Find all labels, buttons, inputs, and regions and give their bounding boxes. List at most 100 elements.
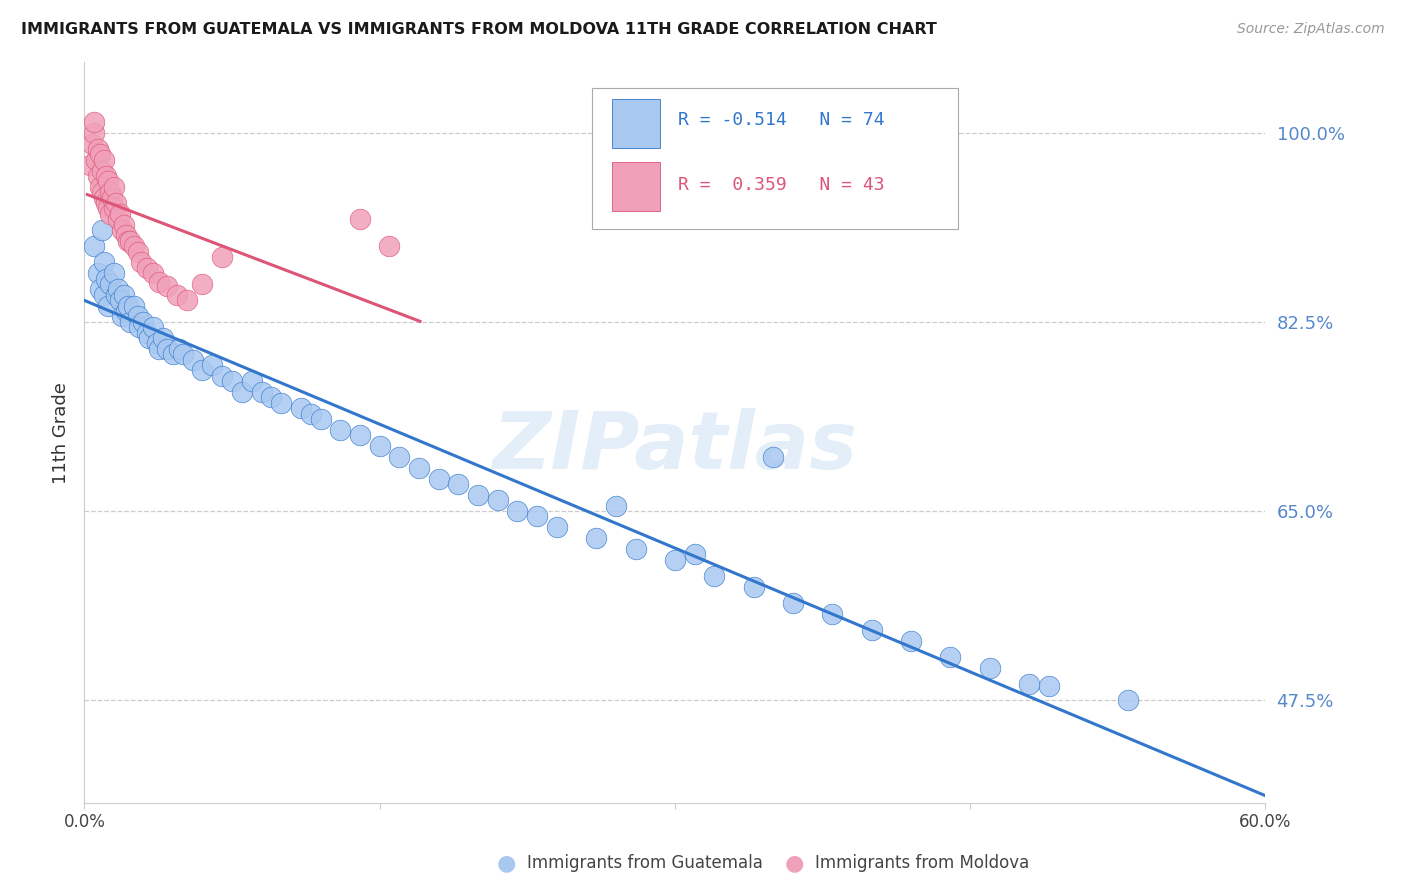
Point — [166, 288, 188, 302]
Point — [98, 207, 121, 221]
Point — [97, 202, 120, 216]
Point — [93, 255, 115, 269]
Point — [191, 363, 214, 377]
Point — [299, 407, 322, 421]
Point — [467, 488, 489, 502]
Point — [388, 450, 411, 464]
Point — [91, 185, 114, 199]
Point — [211, 368, 233, 383]
Point — [1018, 677, 1040, 691]
Point — [167, 342, 190, 356]
Point — [108, 293, 131, 308]
Text: R = -0.514   N = 74: R = -0.514 N = 74 — [679, 112, 884, 129]
Text: Source: ZipAtlas.com: Source: ZipAtlas.com — [1237, 22, 1385, 37]
Point — [900, 633, 922, 648]
Point — [93, 190, 115, 204]
Point — [152, 331, 174, 345]
Point — [201, 358, 224, 372]
Point — [127, 310, 149, 324]
Point — [93, 288, 115, 302]
Point — [142, 266, 165, 280]
Point — [93, 153, 115, 167]
Point — [191, 277, 214, 291]
Point — [546, 520, 568, 534]
FancyBboxPatch shape — [612, 162, 659, 211]
Point — [122, 299, 145, 313]
Text: R =  0.359   N = 43: R = 0.359 N = 43 — [679, 176, 884, 194]
Point — [1038, 679, 1060, 693]
Point — [240, 374, 263, 388]
Point — [624, 541, 647, 556]
Point — [260, 391, 283, 405]
Point — [112, 218, 135, 232]
FancyBboxPatch shape — [612, 100, 659, 147]
Point — [83, 115, 105, 129]
Point — [83, 126, 105, 140]
Point — [427, 471, 450, 485]
Point — [107, 282, 129, 296]
Point — [270, 396, 292, 410]
Point — [156, 279, 179, 293]
Point — [146, 336, 169, 351]
Point — [368, 439, 391, 453]
Point — [378, 239, 401, 253]
Point — [127, 244, 149, 259]
Point — [309, 412, 332, 426]
Point — [118, 315, 141, 329]
Text: Immigrants from Guatemala: Immigrants from Guatemala — [527, 855, 763, 872]
Point — [104, 196, 127, 211]
Point — [683, 547, 706, 561]
Point — [117, 234, 139, 248]
Point — [94, 169, 117, 183]
Point — [114, 228, 136, 243]
Point — [118, 234, 141, 248]
Point — [87, 142, 110, 156]
Point — [605, 499, 627, 513]
Point — [762, 450, 785, 464]
Point — [103, 202, 125, 216]
Point — [181, 352, 204, 367]
Point — [585, 531, 607, 545]
Point — [91, 163, 114, 178]
Point — [114, 304, 136, 318]
Point — [128, 320, 150, 334]
Point — [91, 223, 114, 237]
Point — [782, 596, 804, 610]
Point — [82, 136, 104, 151]
Point — [703, 569, 725, 583]
Point — [94, 271, 117, 285]
Y-axis label: 11th Grade: 11th Grade — [52, 382, 70, 483]
Point — [486, 493, 509, 508]
Point — [506, 504, 529, 518]
Point — [104, 288, 127, 302]
Point — [103, 179, 125, 194]
Point — [89, 147, 111, 161]
Point — [132, 315, 155, 329]
Point — [349, 428, 371, 442]
Point — [821, 607, 844, 621]
Point — [939, 649, 962, 664]
Point — [172, 347, 194, 361]
Point — [89, 179, 111, 194]
Point — [148, 342, 170, 356]
Point — [84, 153, 107, 167]
Point — [148, 275, 170, 289]
Point — [87, 266, 110, 280]
Point — [136, 326, 159, 340]
Point — [111, 223, 134, 237]
Point — [98, 185, 121, 199]
Point — [98, 277, 121, 291]
Point — [742, 580, 765, 594]
Point — [162, 347, 184, 361]
Point — [211, 250, 233, 264]
Point — [97, 299, 120, 313]
Point — [979, 661, 1001, 675]
Point — [221, 374, 243, 388]
Point — [122, 239, 145, 253]
Point — [79, 158, 101, 172]
Point — [112, 288, 135, 302]
Point — [111, 310, 134, 324]
Point — [860, 623, 883, 637]
Point — [290, 401, 312, 416]
Point — [142, 320, 165, 334]
